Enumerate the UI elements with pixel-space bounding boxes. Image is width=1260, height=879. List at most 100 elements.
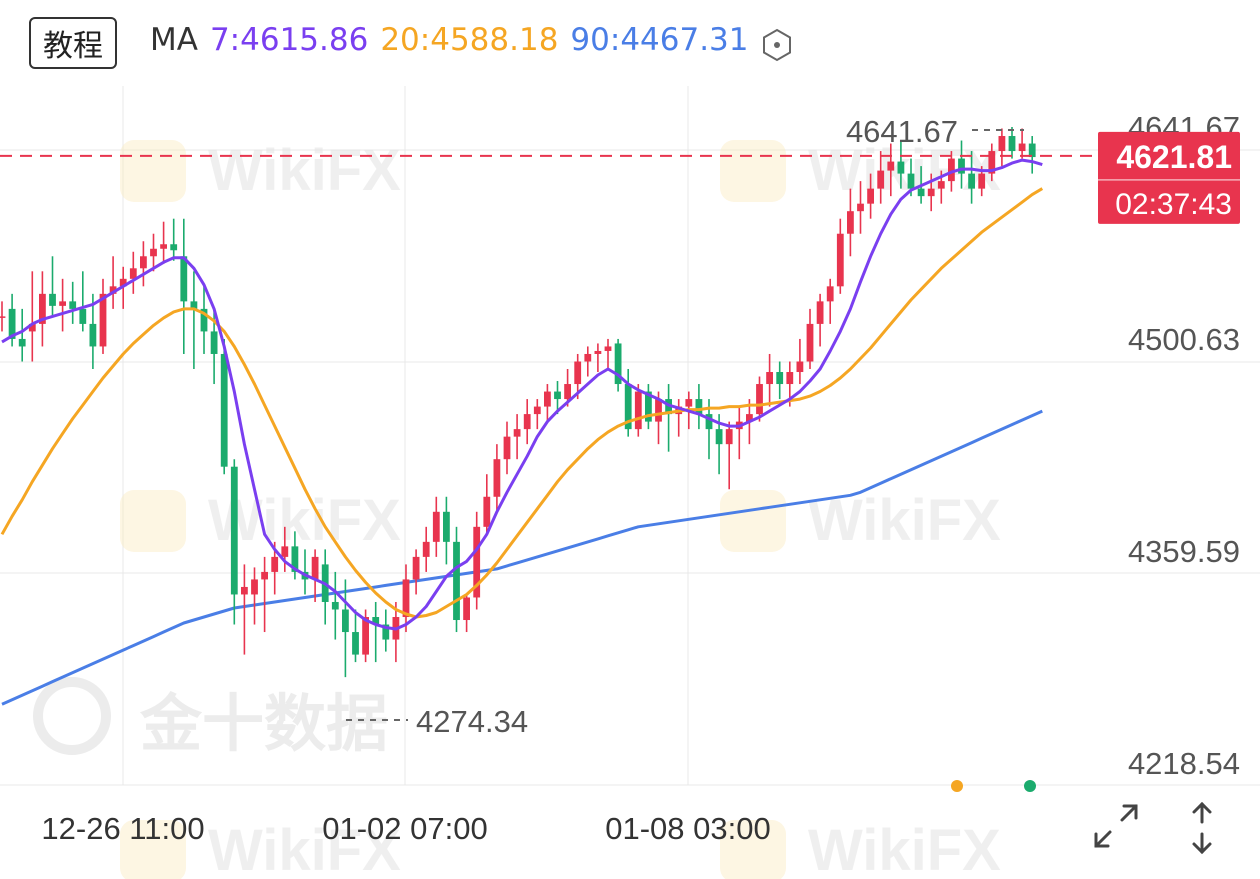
watermark-logo <box>120 140 186 202</box>
low-marker-label: 4274.34 <box>416 704 528 739</box>
candle-body <box>725 429 733 445</box>
candle-body <box>816 301 824 324</box>
candle-body <box>170 244 178 251</box>
current-price-label: 4621.81 <box>1116 139 1232 175</box>
candle-body <box>847 211 854 234</box>
candle-body <box>89 323 97 347</box>
candle-body <box>251 579 258 595</box>
candle-body <box>352 632 359 655</box>
candle-body <box>614 343 622 385</box>
candle-body <box>473 526 481 598</box>
candle-body <box>220 353 228 467</box>
x-tick-label: 01-08 03:00 <box>605 811 770 846</box>
watermark-text: WikiFX <box>208 138 401 203</box>
expand-icon[interactable] <box>1090 800 1142 852</box>
candle-body <box>99 293 107 347</box>
candle-body <box>756 384 763 415</box>
candle-body <box>402 579 410 618</box>
high-marker-label: 4641.67 <box>846 114 958 149</box>
candle-body <box>826 286 834 302</box>
x-tick-label: 12-26 11:00 <box>41 811 204 846</box>
candle-body <box>453 541 460 621</box>
candle-body <box>574 361 582 385</box>
candle-body <box>230 466 238 595</box>
watermark-jin10-logo <box>33 677 111 755</box>
candle-body <box>907 173 915 189</box>
candle-body <box>988 151 996 174</box>
countdown-label: 02:37:43 <box>1115 188 1232 221</box>
current-price-badge <box>1098 131 1240 224</box>
candle-body <box>200 308 208 332</box>
markers: 4621.81 02:37:43 4641.67 4274.34 <box>0 114 1240 792</box>
candle-body <box>311 556 319 580</box>
candle-body <box>685 399 693 407</box>
y-tick-label: 4218.54 <box>1128 746 1240 781</box>
candle-body <box>190 301 198 309</box>
tutorial-button[interactable]: 教程 <box>29 17 117 69</box>
candle-body <box>604 346 612 351</box>
candle-body <box>150 248 157 257</box>
top-bar: 教程 MA 7:4615.86 20:4588.18 90:4467.31 <box>0 0 1260 86</box>
candle-body <box>261 571 268 580</box>
candle-body <box>948 158 955 182</box>
candle-body <box>655 399 662 422</box>
candle-body <box>836 233 844 287</box>
candle-body <box>39 293 46 324</box>
candle-body <box>342 609 349 633</box>
candle-body <box>79 308 87 324</box>
watermark-text: WikiFX <box>808 818 1001 879</box>
candle-body <box>8 308 16 339</box>
candle-body <box>109 286 117 294</box>
candle-body <box>958 158 965 174</box>
candle-body <box>523 414 531 430</box>
candle-body <box>513 429 521 437</box>
candle-body <box>927 188 935 197</box>
candle-body <box>897 161 905 174</box>
candle-body <box>1018 143 1026 152</box>
watermark-logo <box>120 820 186 879</box>
candle-body <box>554 391 561 400</box>
settings-hexagon-icon[interactable] <box>760 28 794 62</box>
ma90-series <box>1 409 1043 706</box>
candle-body <box>887 161 895 171</box>
candle-body <box>271 556 279 572</box>
candle-body <box>645 391 652 422</box>
candle-body <box>281 546 289 557</box>
candle-body <box>544 391 551 407</box>
candle-body <box>210 331 218 354</box>
candle-body <box>18 338 26 347</box>
candle-body <box>372 617 380 625</box>
indicator-dot-green <box>1024 780 1036 792</box>
candle-body <box>503 436 511 460</box>
ma90-value: 90:4467.31 <box>570 22 749 58</box>
grid <box>0 86 1260 786</box>
candle-body <box>291 546 299 572</box>
candle-body <box>463 597 470 621</box>
candle-body <box>362 617 369 655</box>
candle-body <box>28 323 36 332</box>
candle-body <box>0 316 6 318</box>
candle-body <box>867 188 874 204</box>
ma7-line <box>1 158 1043 631</box>
watermark-logo <box>720 820 786 879</box>
candle-body <box>766 372 773 385</box>
watermark-text: WikiFX <box>808 488 1001 553</box>
ma90-line <box>1 409 1043 706</box>
candle-body <box>119 278 127 287</box>
watermark-logo <box>120 490 186 552</box>
vertical-arrows-icon[interactable] <box>1182 798 1222 858</box>
y-tick-label: 4359.59 <box>1128 534 1240 569</box>
watermark-text: WikiFX <box>208 488 401 553</box>
candle-body <box>49 293 56 306</box>
candle-body <box>564 384 571 400</box>
candle-body <box>806 323 814 362</box>
indicator-dot-orange <box>951 780 963 792</box>
candle-body <box>584 353 592 362</box>
candle-body <box>129 268 137 279</box>
candle-body <box>998 136 1006 152</box>
candle-body <box>857 203 864 212</box>
candles <box>0 127 1036 678</box>
candle-body <box>786 372 794 385</box>
